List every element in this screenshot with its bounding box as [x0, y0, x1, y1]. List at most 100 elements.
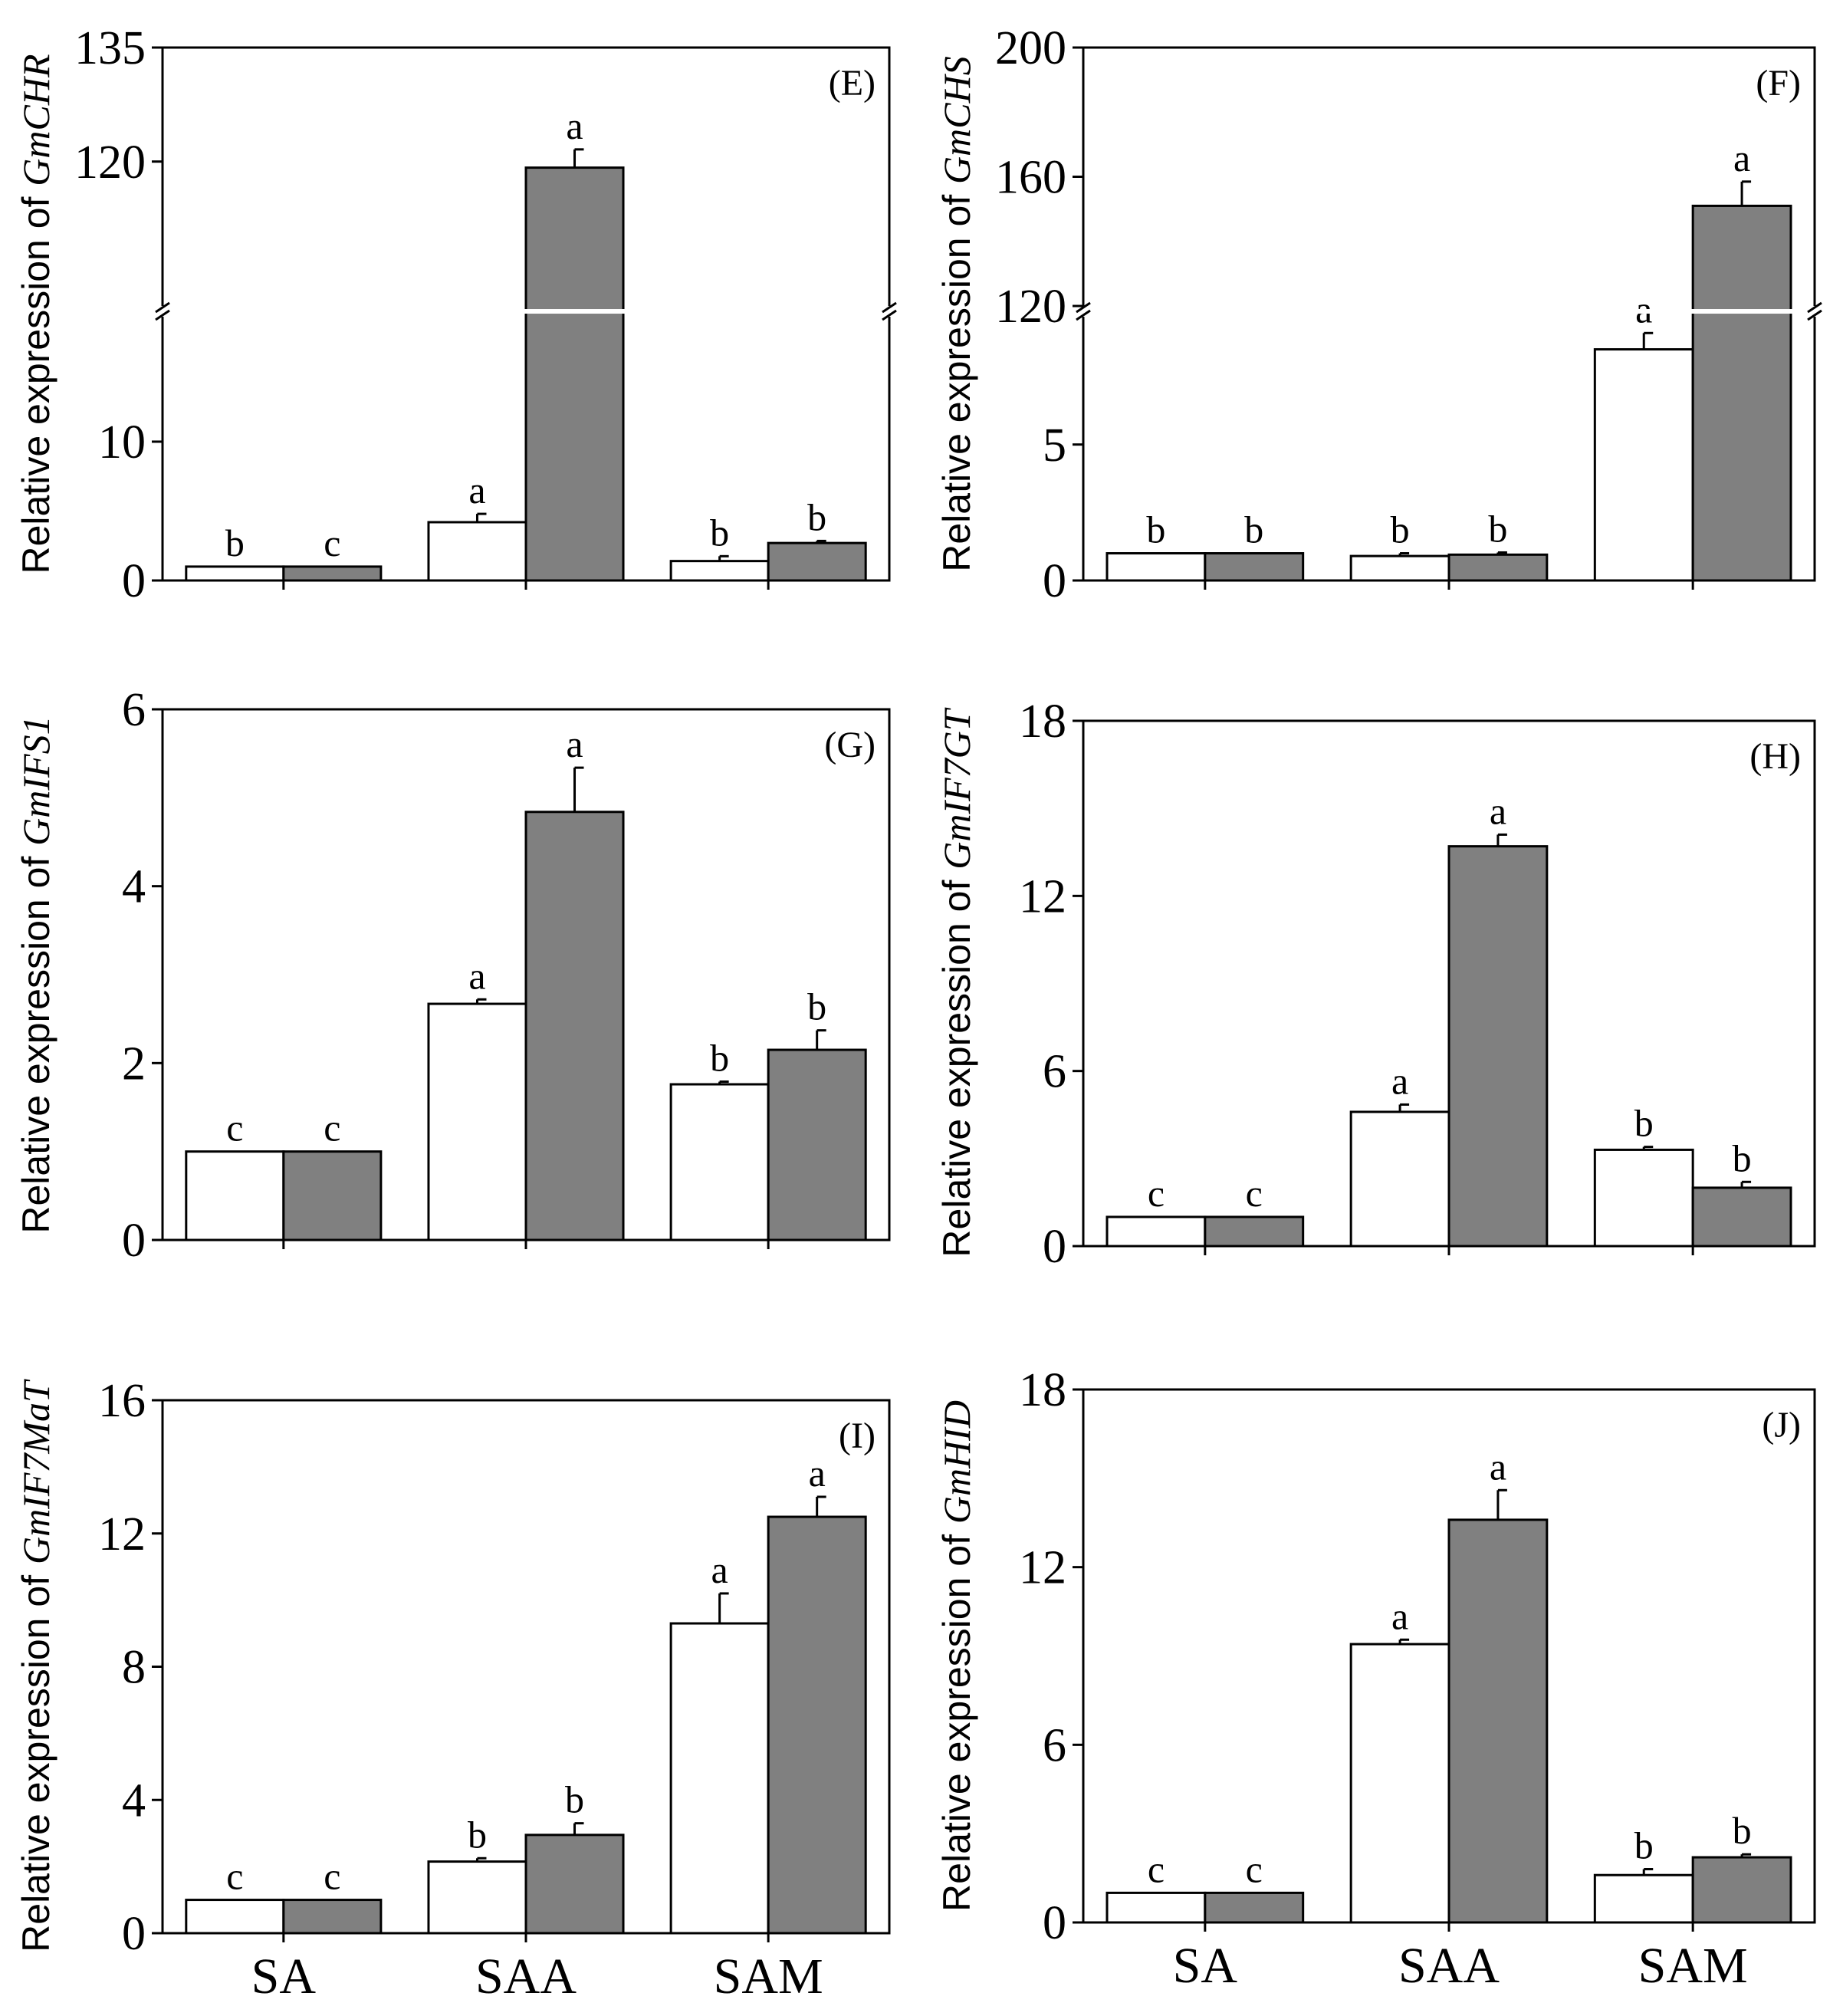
chart-panel-i: c b a c b a 0 4 8 12 16 (I) Relative expression of G… [15, 1375, 891, 1960]
significance-letter: b [1391, 508, 1410, 551]
y-axis-label-prefix: Relative expression of [935, 870, 978, 1258]
significance-letter: c [226, 1107, 243, 1149]
y-axis-label-prefix: Relative expression of [935, 184, 978, 572]
y-tick-label: 4 [122, 861, 146, 913]
significance-letter: b [710, 1037, 729, 1080]
y-tick-label: 0 [1043, 1221, 1066, 1273]
significance-letter: b [225, 521, 245, 564]
chart-panel-j: c a b c a b 0 6 12 18 (J) Relative expression of Gm… [935, 1364, 1816, 1949]
y-tick-label: 0 [122, 1215, 146, 1267]
bar-filled-sa [282, 1150, 383, 1242]
chart-panel-h: c a b c a b 0 6 12 18 (H) Relative expression of Gm… [935, 696, 1816, 1273]
significance-letter: a [1391, 1059, 1408, 1102]
bar-filled-sa [1204, 1215, 1305, 1248]
bar-open-sa [1105, 1891, 1207, 1924]
axis-break-slash [1076, 309, 1091, 321]
bar-filled-sa [282, 1899, 383, 1935]
axis-break-mask [1811, 306, 1818, 317]
y-tick-label: 8 [122, 1642, 146, 1694]
significance-letter: b [565, 1778, 584, 1821]
bar-filled-saa [524, 166, 625, 582]
y-axis-label-prefix: Relative expression of [935, 1524, 978, 1912]
x-category-label: SAM [1638, 1938, 1748, 1994]
axis-break-slash [155, 301, 170, 314]
axis-break-gap [163, 309, 889, 314]
bar-filled-saa [1447, 845, 1549, 1248]
significance-letter: c [324, 1107, 340, 1149]
bar-open-sam [669, 1083, 770, 1242]
y-tick-label: 12 [98, 1508, 146, 1561]
significance-letter: c [226, 1855, 243, 1898]
y-tick-label: 135 [74, 22, 146, 74]
significance-letter: a [1391, 1594, 1408, 1637]
significance-letter: a [468, 469, 485, 511]
panel-label: (H) [1749, 736, 1801, 777]
axis-break-gap [1084, 309, 1814, 314]
axis-break-slash [155, 309, 170, 321]
significance-letter: a [566, 722, 583, 765]
significance-letter: b [1634, 1102, 1654, 1145]
y-tick-label: 0 [1043, 1897, 1066, 1949]
x-category-label: SA [251, 1949, 317, 2004]
y-tick-label: 16 [98, 1375, 146, 1427]
significance-letter: a [1490, 789, 1506, 832]
x-category-label: SAA [475, 1949, 577, 2004]
bar-open-sam [669, 560, 770, 582]
y-tick-label: 120 [74, 136, 146, 189]
bar-open-sa [185, 565, 285, 582]
axis-break-slash [882, 309, 897, 321]
panel-label: (E) [829, 63, 876, 104]
chart-panel-e: b a b c a b 0 10 120 135 (E) Relative expression of… [15, 22, 897, 607]
chart-panel-g: c a b c a b 0 2 4 6 (G) Relative expression of GmIF… [15, 684, 891, 1267]
significance-letter: c [1246, 1847, 1263, 1890]
bar-open-saa [1349, 554, 1450, 582]
axis-break-slash [1807, 301, 1822, 314]
significance-letter: a [711, 1548, 728, 1591]
significance-letter: a [566, 104, 583, 147]
y-axis-label: Relative expression of GmIF7MaT [15, 1379, 57, 1952]
significance-letter: b [468, 1813, 487, 1856]
y-tick-label: 6 [1043, 1046, 1066, 1098]
bar-open-saa [1349, 1110, 1450, 1248]
y-axis-label-gene: GmIF7MaT [15, 1379, 57, 1564]
x-category-label: SAA [1398, 1938, 1500, 1994]
bar-filled-sam [1691, 204, 1792, 582]
y-tick-label: 18 [1019, 696, 1066, 748]
bar-open-saa [427, 1002, 527, 1242]
bar-open-sa [1105, 552, 1207, 582]
significance-letter: c [324, 1855, 340, 1898]
bar-filled-sam [767, 1515, 867, 1935]
significance-letter: b [1488, 507, 1507, 550]
bar-filled-sa [282, 565, 383, 582]
significance-letter: b [807, 495, 826, 538]
axis-break-mask [885, 306, 893, 317]
significance-letter: c [1148, 1847, 1165, 1890]
bar-filled-saa [524, 1833, 625, 1935]
bar-open-sa [185, 1150, 285, 1242]
y-axis-label-gene: GmCHR [15, 54, 57, 186]
bar-filled-saa [524, 811, 625, 1242]
y-tick-label: 0 [122, 1908, 146, 1960]
y-axis-label: Relative expression of GmIF7GT [935, 707, 978, 1257]
y-tick-label: 5 [1043, 419, 1066, 472]
y-tick-label: 18 [1019, 1364, 1066, 1416]
bar-open-saa [427, 1860, 527, 1935]
panel-label: (I) [839, 1416, 876, 1456]
y-axis-label-prefix: Relative expression of [15, 186, 57, 574]
axis-break-mask [1079, 306, 1087, 317]
significance-letter: b [1244, 508, 1263, 551]
bar-open-sam [1593, 348, 1694, 582]
bar-open-sa [1105, 1215, 1207, 1248]
significance-letter: a [1490, 1445, 1506, 1488]
panel-label: (F) [1756, 63, 1801, 104]
bar-filled-saa [1447, 553, 1549, 582]
y-tick-label: 6 [1043, 1719, 1066, 1771]
significance-letter: c [1148, 1172, 1165, 1215]
bar-filled-sam [767, 1048, 867, 1242]
panel-label: (G) [824, 725, 876, 765]
y-tick-label: 200 [995, 22, 1066, 74]
axis-break-mask [159, 306, 166, 317]
bar-filled-sam [1691, 1856, 1792, 1924]
y-tick-label: 6 [122, 684, 146, 736]
y-tick-label: 4 [122, 1774, 146, 1827]
